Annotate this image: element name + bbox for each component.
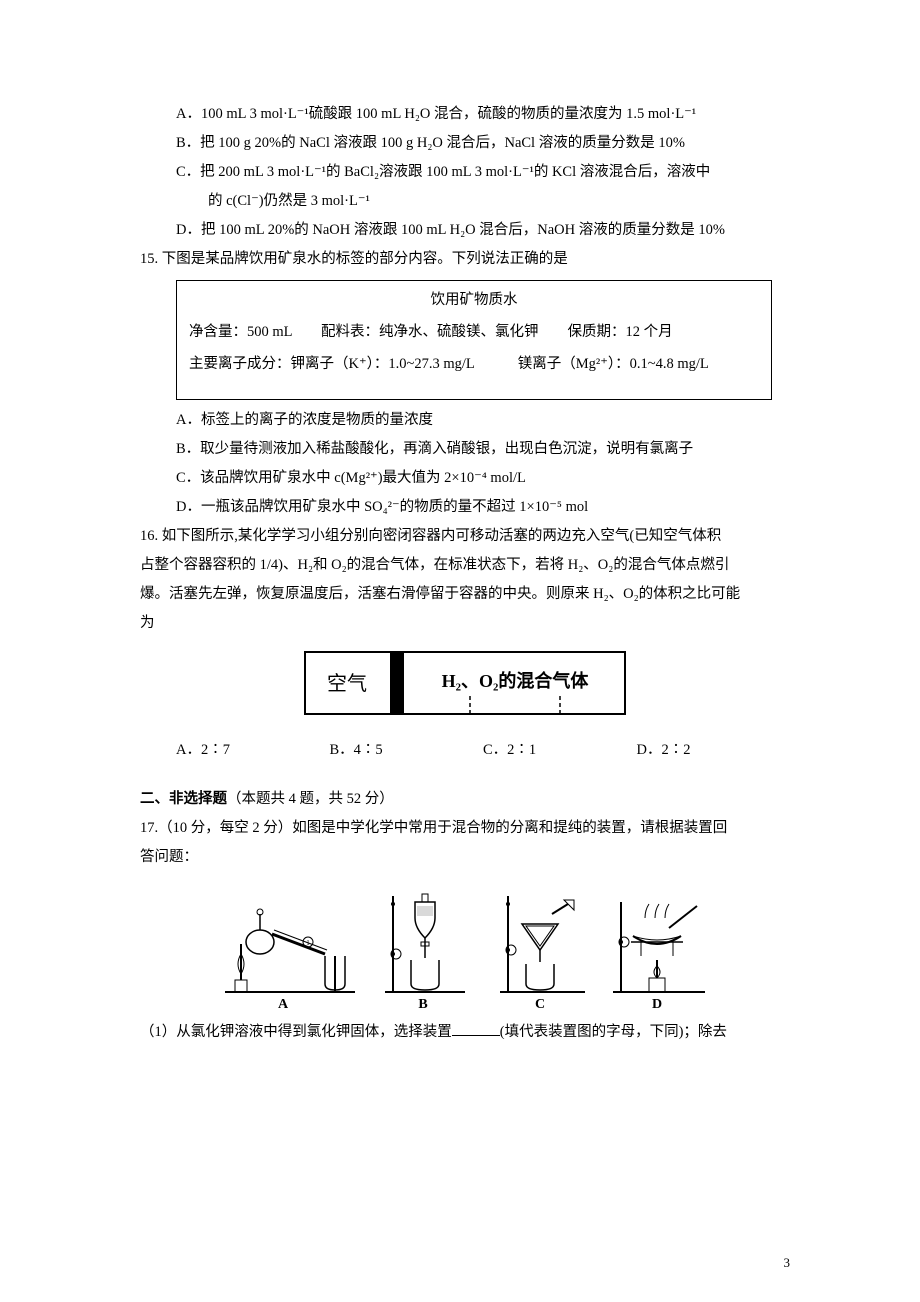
svg-text:C: C	[535, 997, 545, 1012]
q15-box-row1: 净含量：500 mL 配料表：纯净水、硫酸镁、氯化钾 保质期：12 个月	[189, 317, 759, 349]
q15-box-title: 饮用矿物质水	[189, 285, 759, 317]
q17-apparatus-figure: 1 A B	[140, 884, 790, 1014]
q16-option-a: A．2∶7	[176, 736, 330, 765]
q17-sub1-text-a: （1）从氯化钾溶液中得到氯化钾固体，选择装置	[140, 1024, 452, 1040]
q17-sub1: （1）从氯化钾溶液中得到氯化钾固体，选择装置 (填代表装置图的字母，下同)；除去	[140, 1018, 790, 1047]
q14-option-d: D．把 100 mL 20%的 NaOH 溶液跟 100 mL H₂O 混合后，…	[140, 216, 790, 245]
page: A．100 mL 3 mol·L⁻¹硫酸跟 100 mL H₂O 混合，硫酸的物…	[0, 0, 920, 1302]
q14-option-a: A．100 mL 3 mol·L⁻¹硫酸跟 100 mL H₂O 混合，硫酸的物…	[140, 100, 790, 129]
apparatus-c: C	[500, 896, 585, 1012]
q16-stem-line1: 16. 如下图所示,某化学学习小组分别向密闭容器内可移动活塞的两边充入空气(已知…	[140, 522, 790, 551]
q14-option-b: B．把 100 g 20%的 NaCl 溶液跟 100 g H₂O 混合后，Na…	[140, 129, 790, 158]
q16-stem-line2: 占整个容器容积的 1/4)、H₂和 O₂的混合气体，在标准状态下，若将 H₂、O…	[140, 551, 790, 580]
q15-option-d: D．一瓶该品牌饮用矿泉水中 SO₄²⁻的物质的量不超过 1×10⁻⁵ mol	[140, 493, 790, 522]
q15-option-a: A．标签上的离子的浓度是物质的量浓度	[140, 406, 790, 435]
section2-heading-rest: （本题共 4 题，共 52 分）	[227, 791, 394, 807]
svg-text:D: D	[652, 997, 662, 1012]
q16-stem-line4: 为	[140, 609, 790, 638]
q16-option-c: C．2∶1	[483, 736, 637, 765]
svg-text:1: 1	[306, 939, 310, 947]
q16-option-d: D．2∶2	[637, 736, 791, 765]
fill-blank	[452, 1020, 500, 1036]
q16-right-label: H₂、O₂的混合气体	[442, 670, 590, 691]
q17-stem-line2: 答问题：	[140, 843, 790, 872]
q16-stem-line3: 爆。活塞先左弹，恢复原温度后，活塞右滑停留于容器的中央。则原来 H₂、O₂的体积…	[140, 580, 790, 609]
q15-option-b: B．取少量待测液加入稀盐酸酸化，再滴入硝酸银，出现白色沉淀，说明有氯离子	[140, 435, 790, 464]
q14-option-c-line2: 的 c(Cl⁻)仍然是 3 mol·L⁻¹	[140, 187, 790, 216]
page-number: 3	[784, 1250, 791, 1276]
q16-diagram: 空气 H₂、O₂的混合气体	[140, 644, 790, 734]
q16-options: A．2∶7 B．4∶5 C．2∶1 D．2∶2	[140, 736, 790, 765]
svg-text:B: B	[418, 997, 427, 1012]
q15-option-c: C．该品牌饮用矿泉水中 c(Mg²⁺)最大值为 2×10⁻⁴ mol/L	[140, 464, 790, 493]
q15-label-box: 饮用矿物质水 净含量：500 mL 配料表：纯净水、硫酸镁、氯化钾 保质期：12…	[176, 280, 772, 400]
apparatus-a: 1 A	[225, 909, 355, 1012]
section2-heading-bold: 二、非选择题	[140, 791, 227, 807]
svg-text:A: A	[278, 997, 289, 1012]
q15-box-row2: 主要离子成分：钾离子（K⁺）：1.0~27.3 mg/L 镁离子（Mg²⁺）：0…	[189, 349, 759, 381]
apparatus-d: D	[613, 902, 705, 1012]
q17-sub1-text-b: (填代表装置图的字母，下同)；除去	[500, 1024, 727, 1040]
q17-stem-line1: 17.（10 分，每空 2 分）如图是中学化学中常用于混合物的分离和提纯的装置，…	[140, 814, 790, 843]
q15-stem: 15. 下图是某品牌饮用矿泉水的标签的部分内容。下列说法正确的是	[140, 245, 790, 274]
q14-option-c-line1: C．把 200 mL 3 mol·L⁻¹的 BaCl₂溶液跟 100 mL 3 …	[140, 158, 790, 187]
section2-heading: 二、非选择题（本题共 4 题，共 52 分）	[140, 785, 790, 814]
q16-left-label: 空气	[327, 672, 367, 695]
q16-option-b: B．4∶5	[330, 736, 484, 765]
apparatus-b: B	[385, 894, 465, 1012]
